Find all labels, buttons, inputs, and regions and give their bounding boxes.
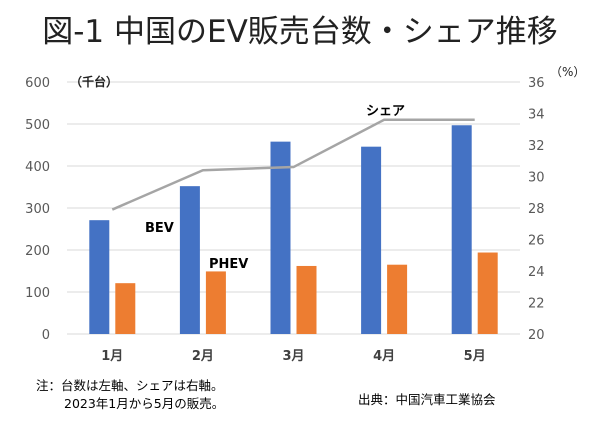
bar-bev — [89, 220, 110, 334]
bar-bev — [361, 146, 382, 334]
bar-bev — [451, 125, 472, 334]
legend-label-bev: BEV — [145, 221, 174, 236]
legend-label-share: シェア — [366, 104, 405, 119]
y2-tick-label: 28 — [528, 202, 545, 217]
note-line1: 注：台数は左軸、シェアは右軸。 — [36, 378, 224, 393]
x-tick-label: 4月 — [373, 349, 395, 364]
note-line2: 2023年1月から5月の販売。 — [64, 396, 225, 411]
y2-axis-label: （%） — [550, 65, 585, 79]
y-tick-label: 0 — [42, 328, 50, 343]
x-tick-label: 3月 — [282, 349, 304, 364]
source-note: 出典：中国汽車工業協会 — [358, 392, 496, 407]
y-tick-label: 500 — [25, 118, 50, 133]
y-tick-label: 600 — [25, 76, 50, 91]
bar-phev — [387, 264, 408, 334]
bar-phev — [477, 252, 498, 334]
bar-phev — [115, 283, 136, 334]
share-line — [111, 118, 475, 211]
y-axis-label: （千台） — [70, 74, 118, 89]
y-tick-label: 100 — [25, 286, 50, 301]
y2-tick-label: 24 — [528, 265, 545, 280]
y2-tick-label: 22 — [528, 297, 545, 312]
x-tick-label: 2月 — [192, 349, 214, 364]
legend-label-phev: PHEV — [209, 257, 248, 272]
bar-bev — [270, 141, 291, 334]
chart-title: 図-1 中国のEV販売台数・シェア推移 — [42, 14, 558, 50]
y2-tick-label: 34 — [528, 108, 545, 123]
y-tick-label: 200 — [25, 244, 50, 259]
y2-tick-label: 30 — [528, 171, 545, 186]
x-tick-label: 5月 — [464, 349, 486, 364]
x-tick-label: 1月 — [101, 349, 123, 364]
y2-tick-label: 32 — [528, 139, 545, 154]
bar-phev — [296, 265, 317, 334]
bar-phev — [205, 271, 226, 334]
y-tick-label: 400 — [25, 160, 50, 175]
y-tick-label: 300 — [25, 202, 50, 217]
y2-tick-label: 26 — [528, 234, 545, 249]
bar-bev — [179, 186, 200, 334]
y2-tick-label: 36 — [528, 76, 545, 91]
y2-tick-label: 20 — [528, 328, 545, 343]
